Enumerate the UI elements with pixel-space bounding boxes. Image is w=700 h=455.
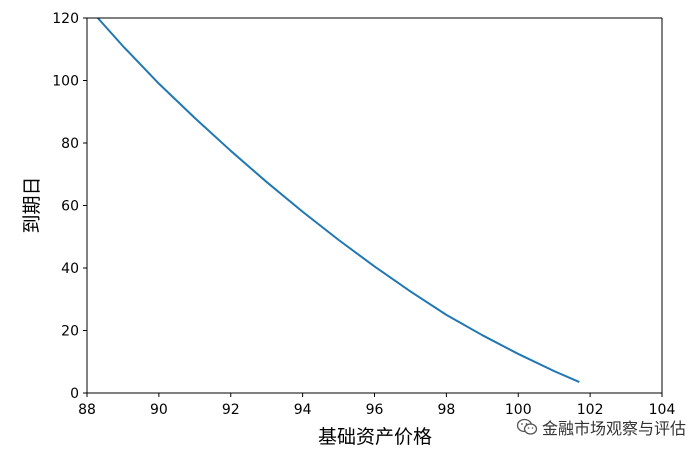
wechat-icon [516,418,538,435]
x-tick-label: 94 [294,402,312,418]
plot-area: 88 90 92 94 96 98 100 102 104 0 20 40 60 80 100 120 [52,11,675,418]
y-tick-label: 0 [70,386,79,402]
x-tick-label: 90 [150,402,168,418]
y-tick-label: 80 [61,136,79,152]
x-axis-label: 基础资产价格 [318,426,432,448]
y-axis-label: 到期日 [21,176,43,233]
x-tick-label: 100 [505,402,532,418]
x-tick-label: 96 [366,402,384,418]
x-tick-label: 92 [222,402,240,418]
x-tick-label: 102 [577,402,604,418]
y-tick-label: 100 [52,74,79,90]
x-tick-label: 88 [78,402,96,418]
x-tick-label: 104 [649,402,676,418]
y-tick-label: 20 [61,324,79,340]
watermark: 金融市场观察与评估 [516,415,686,439]
x-tick-label: 98 [437,402,455,418]
series-line [97,18,580,383]
y-tick-label: 120 [52,11,79,27]
watermark-text: 金融市场观察与评估 [541,419,686,438]
y-tick-label: 60 [61,199,79,215]
y-tick-label: 40 [61,261,79,277]
